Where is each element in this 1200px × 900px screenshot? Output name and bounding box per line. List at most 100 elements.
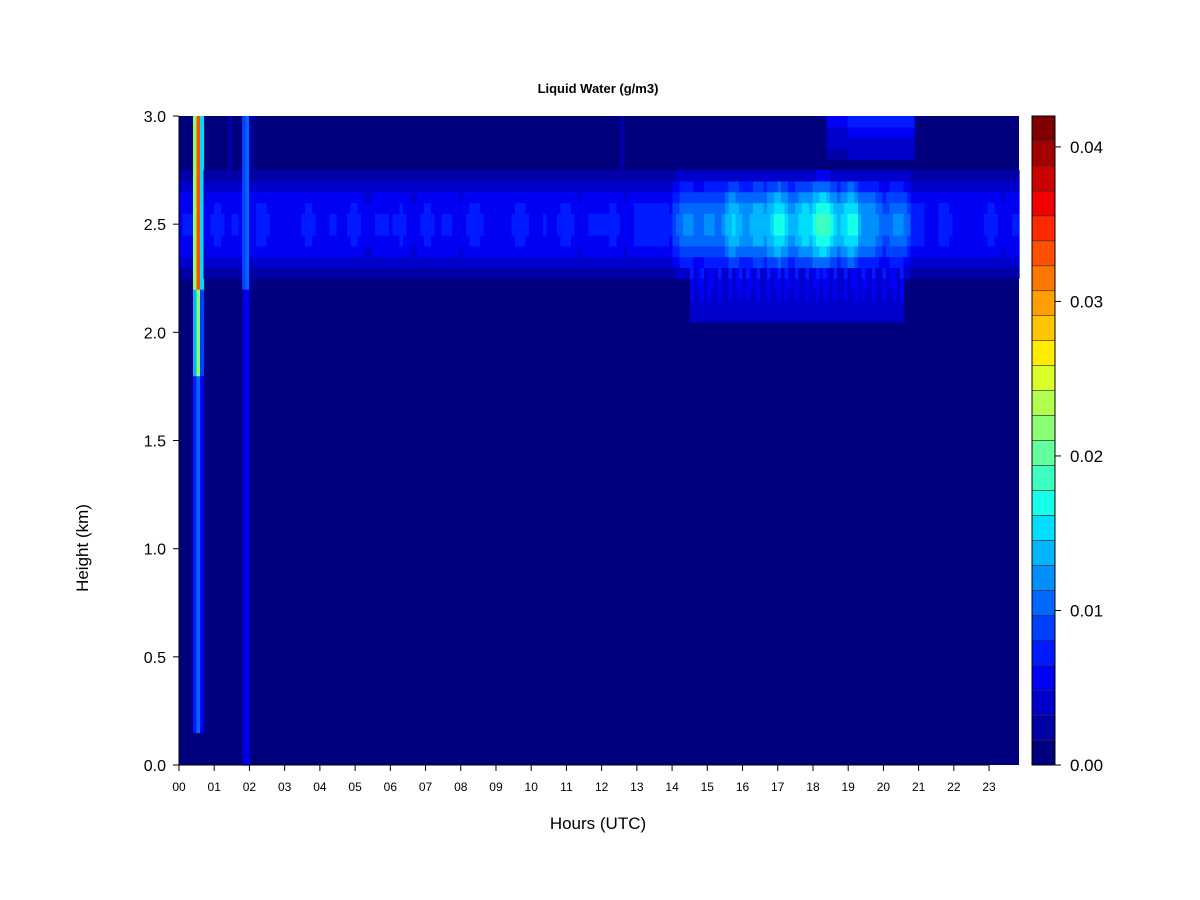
heatmap-cell — [294, 256, 299, 269]
heatmap-cell — [585, 267, 590, 279]
heatmap-cell — [774, 289, 779, 301]
heatmap-cell — [998, 191, 1003, 204]
heatmap-cell — [774, 278, 779, 290]
heatmap-cell — [851, 289, 856, 301]
heatmap-cell — [903, 245, 908, 258]
heatmap-cell — [249, 278, 254, 290]
heatmap-cell — [620, 126, 625, 139]
heatmap-cell — [945, 224, 950, 236]
heatmap-cell — [259, 245, 264, 258]
heatmap-cell — [924, 245, 929, 258]
heatmap-cell — [508, 267, 513, 279]
heatmap-cell — [196, 462, 201, 474]
heatmap-cell — [896, 289, 901, 301]
heatmap-cell — [781, 310, 786, 323]
heatmap-cell — [931, 191, 936, 204]
heatmap-cell — [816, 234, 821, 247]
heatmap-cell — [371, 234, 376, 247]
heatmap-cell — [214, 180, 219, 193]
heatmap-cell — [917, 245, 922, 258]
heatmap-cell — [767, 224, 772, 236]
heatmap-cell — [826, 202, 831, 214]
heatmap-cell — [284, 202, 289, 214]
heatmap-cell — [546, 267, 551, 279]
heatmap-cell — [396, 180, 401, 193]
heatmap-cell — [879, 310, 884, 323]
heatmap-cell — [333, 224, 338, 236]
x-tick-label: 23 — [982, 780, 996, 794]
heatmap-cell — [403, 213, 408, 225]
heatmap-cell — [242, 743, 247, 755]
heatmap-cell — [473, 191, 478, 204]
heatmap-cell — [875, 299, 880, 312]
heatmap-cell — [193, 299, 198, 312]
heatmap-cell — [784, 202, 789, 214]
heatmap-cell — [697, 278, 702, 290]
heatmap-cell — [235, 202, 240, 214]
heatmap-cell — [791, 256, 796, 269]
heatmap-cell — [350, 267, 355, 279]
heatmap-cell — [798, 234, 803, 247]
heatmap-cell — [214, 191, 219, 204]
heatmap-cell — [840, 310, 845, 323]
heatmap-cell — [767, 299, 772, 312]
heatmap-cell — [466, 213, 471, 225]
colorbar-swatch — [1031, 689, 1056, 716]
heatmap-cell — [399, 267, 404, 279]
heatmap-cell — [882, 191, 887, 204]
heatmap-cell — [263, 256, 268, 269]
heatmap-cell — [718, 289, 723, 301]
heatmap-cell — [536, 202, 541, 214]
heatmap-cell — [588, 267, 593, 279]
heatmap-cell — [392, 170, 397, 182]
heatmap-cell — [826, 180, 831, 193]
heatmap-cell — [753, 170, 758, 182]
heatmap-cell — [879, 213, 884, 225]
heatmap-cell — [469, 267, 474, 279]
heatmap-cell — [546, 234, 551, 247]
heatmap-cell — [529, 234, 534, 247]
heatmap-cell — [858, 116, 863, 128]
heatmap-cell — [231, 245, 236, 258]
heatmap-cell — [861, 202, 866, 214]
heatmap-cell — [333, 245, 338, 258]
heatmap-cell — [886, 245, 891, 258]
heatmap-cell — [553, 213, 558, 225]
heatmap-cell — [616, 180, 621, 193]
heatmap-cell — [196, 170, 201, 182]
heatmap-cell — [242, 234, 247, 247]
heatmap-cell — [634, 267, 639, 279]
heatmap-cell — [368, 267, 373, 279]
heatmap-cell — [798, 202, 803, 214]
heatmap-cell — [928, 202, 933, 214]
heatmap-cell — [522, 245, 527, 258]
heatmap-cell — [840, 213, 845, 225]
heatmap-cell — [182, 213, 187, 225]
heatmap-cell — [854, 289, 859, 301]
heatmap-cell — [550, 245, 555, 258]
heatmap-cell — [207, 267, 212, 279]
heatmap-cell — [882, 213, 887, 225]
heatmap-cell — [501, 191, 506, 204]
heatmap-cell — [669, 170, 674, 182]
heatmap-cell — [378, 202, 383, 214]
heatmap-cell — [550, 213, 555, 225]
heatmap-cell — [245, 213, 250, 225]
heatmap-cell — [658, 224, 663, 236]
heatmap-cell — [476, 267, 481, 279]
heatmap-cell — [438, 224, 443, 236]
heatmap-cell — [994, 170, 999, 182]
heatmap-cell — [378, 180, 383, 193]
heatmap-cell — [203, 202, 208, 214]
heatmap-cell — [543, 234, 548, 247]
heatmap-cell — [284, 191, 289, 204]
heatmap-cell — [823, 267, 828, 279]
heatmap-cell — [819, 202, 824, 214]
heatmap-cell — [732, 234, 737, 247]
heatmap-cell — [837, 289, 842, 301]
heatmap-cell — [574, 234, 579, 247]
heatmap-cell — [833, 191, 838, 204]
heatmap-cell — [777, 245, 782, 258]
heatmap-cell — [459, 224, 464, 236]
heatmap-cell — [221, 191, 226, 204]
